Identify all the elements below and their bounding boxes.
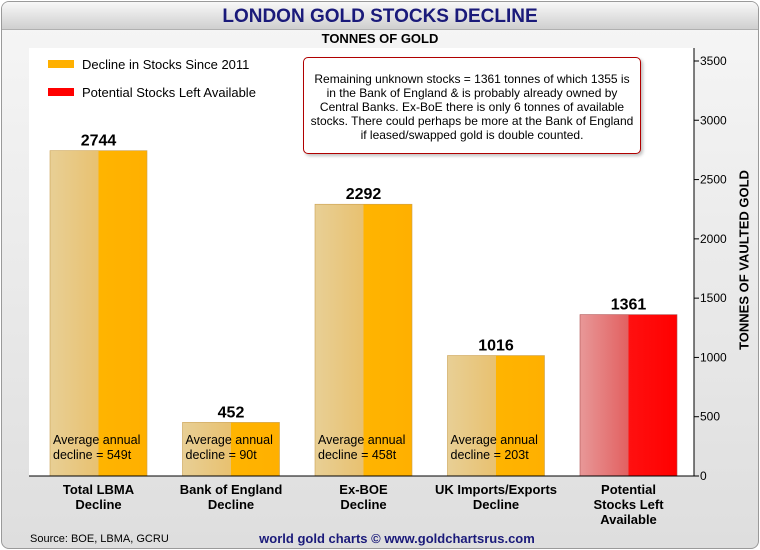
chart-subtitle: TONNES OF GOLD xyxy=(321,31,439,46)
x-tick-label: Decline xyxy=(340,497,386,512)
x-tick-label: Decline xyxy=(208,497,254,512)
bar-annotation: Average annual xyxy=(451,433,538,447)
legend: Decline in Stocks Since 2011 Potential S… xyxy=(48,50,256,106)
website-credit: world gold charts © www.goldchartsrus.co… xyxy=(259,531,535,546)
bar-annotation: Average annual xyxy=(318,433,405,447)
bar-value-label: 2292 xyxy=(346,186,382,203)
bar-annotation: decline = 203t xyxy=(451,448,530,462)
legend-item-potential: Potential Stocks Left Available xyxy=(48,78,256,106)
x-tick-label: UK Imports/Exports xyxy=(435,482,557,497)
chart-title: LONDON GOLD STOCKS DECLINE xyxy=(222,6,538,27)
bar-value-label: 452 xyxy=(218,404,245,421)
y-tick-label: 3500 xyxy=(700,54,727,68)
legend-item-decline: Decline in Stocks Since 2011 xyxy=(48,50,256,78)
y-tick-label: 2500 xyxy=(700,173,727,187)
y-tick-label: 1500 xyxy=(700,291,727,305)
bar-annotation: Average annual xyxy=(53,433,140,447)
bar xyxy=(447,355,545,477)
legend-label-potential: Potential Stocks Left Available xyxy=(82,84,256,100)
y-tick-label: 3000 xyxy=(700,113,727,127)
x-tick-label: Stocks Left xyxy=(593,497,664,512)
title-bar xyxy=(2,2,758,30)
legend-label-decline: Decline in Stocks Since 2011 xyxy=(82,56,250,72)
x-tick-label: Ex-BOE xyxy=(339,482,388,497)
bar xyxy=(49,150,148,477)
x-tick-label: Decline xyxy=(75,497,121,512)
bar-value-label: 1361 xyxy=(611,297,647,314)
bar-value-label: 2744 xyxy=(81,133,117,150)
source-note: Source: BOE, LBMA, GCRU xyxy=(30,533,169,545)
x-tick-label: Bank of England xyxy=(180,482,283,497)
x-tick-label: Decline xyxy=(473,497,519,512)
y-tick-label: 0 xyxy=(700,469,707,483)
annotation-note: Remaining unknown stocks = 1361 tonnes o… xyxy=(303,57,641,154)
bar-annotation: Average annual xyxy=(186,433,273,447)
bar-annotation: decline = 458t xyxy=(318,448,397,462)
x-tick-label: Available xyxy=(600,512,657,527)
bar-value-label: 1016 xyxy=(478,338,514,355)
y-tick-label: 1000 xyxy=(700,350,727,364)
bar-annotation: decline = 90t xyxy=(186,448,258,462)
bar xyxy=(182,422,280,477)
y-tick-label: 2000 xyxy=(700,232,727,246)
legend-swatch-orange xyxy=(48,60,74,68)
bar-annotation: decline = 549t xyxy=(53,448,132,462)
bar xyxy=(579,314,678,477)
y-tick-label: 500 xyxy=(700,410,720,424)
y-axis-label: TONNES OF VAULTED GOLD xyxy=(736,170,752,350)
legend-swatch-red xyxy=(48,88,74,96)
x-tick-label: Total LBMA xyxy=(63,482,135,497)
x-tick-label: Potential xyxy=(601,482,656,497)
